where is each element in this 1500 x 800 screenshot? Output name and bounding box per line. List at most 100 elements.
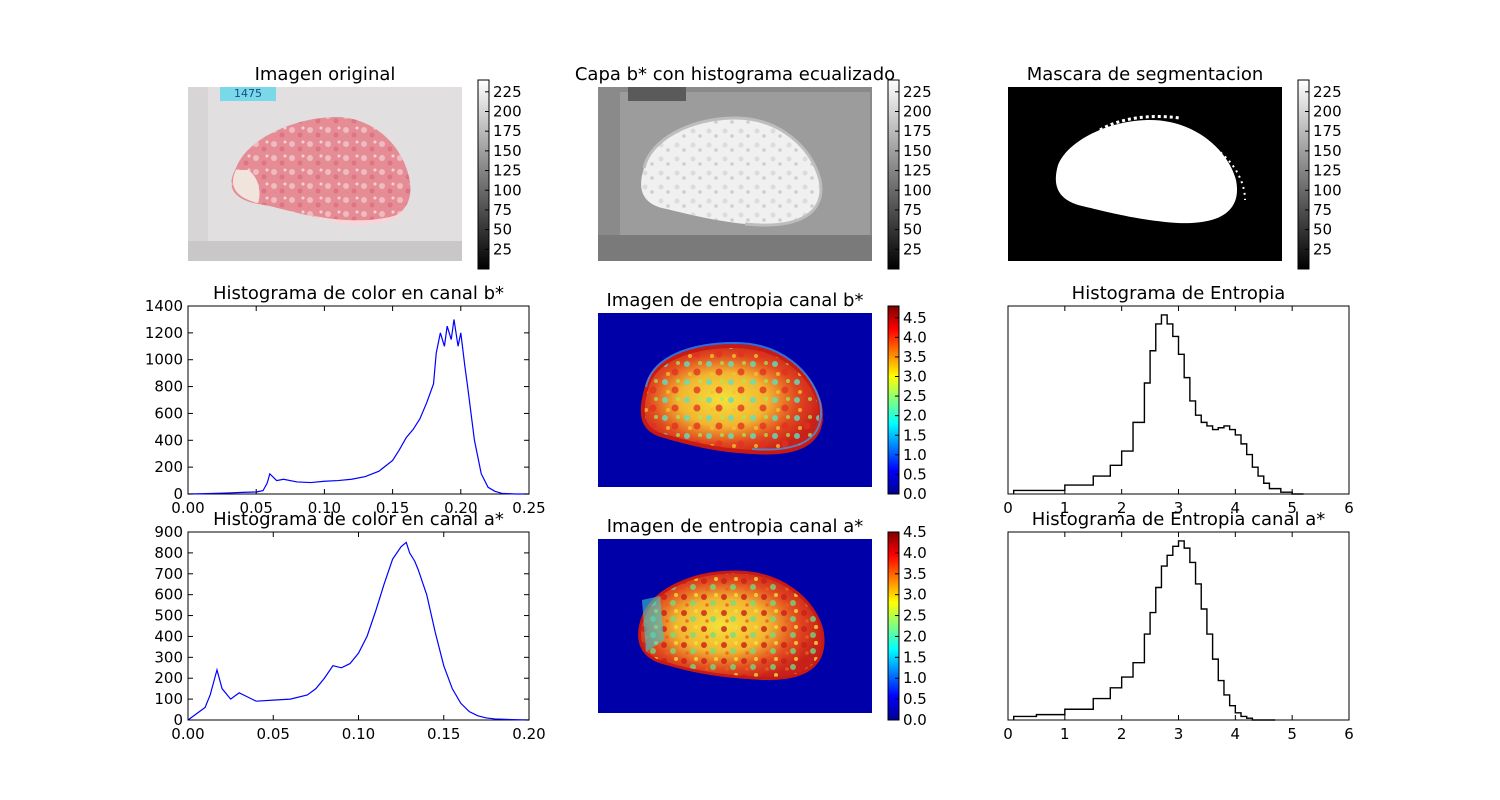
colorbar-tick-label: 125 bbox=[903, 162, 932, 180]
colorbar-tick-label: 225 bbox=[1313, 83, 1342, 101]
x-tick-label: 3 bbox=[1174, 499, 1184, 517]
colorbar-tick-label: 100 bbox=[1313, 181, 1342, 199]
colorbar-tick-label: 2.0 bbox=[903, 627, 927, 645]
x-tick-label: 0.10 bbox=[342, 725, 375, 743]
plot-frame bbox=[1007, 305, 1350, 495]
colorbar-tick-label: 0.0 bbox=[903, 711, 927, 729]
colorbar-tick-label: 175 bbox=[493, 122, 522, 140]
entropy-b-image bbox=[598, 313, 872, 487]
x-tick-label: 0.05 bbox=[239, 499, 272, 517]
colorbar-tick-label: 150 bbox=[1313, 142, 1342, 160]
colorbar-tick-label: 2.5 bbox=[903, 607, 927, 625]
x-tick-label: 3 bbox=[1174, 725, 1184, 743]
title-entropy-b: Imagen de entropia canal b* bbox=[607, 290, 864, 311]
x-tick-label: 0.10 bbox=[308, 499, 341, 517]
x-tick-label: 0.20 bbox=[444, 499, 477, 517]
y-tick-label: 0 bbox=[173, 711, 183, 729]
colorbar-tick-label: 0.5 bbox=[903, 465, 927, 483]
plot-frame bbox=[1007, 531, 1350, 721]
chart-histogram-a: Histograma de color en canal a* 0.00 0.05 0… bbox=[154, 509, 545, 743]
colorbar-tick-label: 150 bbox=[903, 142, 932, 160]
x-tick-label: 4 bbox=[1231, 499, 1241, 517]
colorbar-tick-label: 25 bbox=[1313, 240, 1332, 258]
sample-label-text: 1475 bbox=[234, 87, 262, 100]
colorbar-tick-label: 25 bbox=[493, 240, 512, 258]
y-tick-label: 0 bbox=[173, 485, 183, 503]
x-tick-label: 1 bbox=[1060, 725, 1070, 743]
colorbar-tick-label: 0.5 bbox=[903, 690, 927, 708]
colorbar-tick-label: 150 bbox=[493, 142, 522, 160]
colorbar-tick-label: 200 bbox=[1313, 103, 1342, 121]
colorbar-tick-label: 200 bbox=[493, 103, 522, 121]
sample-label-sticker bbox=[220, 87, 276, 101]
colorbar-tick-label: 125 bbox=[1313, 162, 1342, 180]
colorbar-tick-label: 100 bbox=[903, 181, 932, 199]
y-tick-label: 1400 bbox=[145, 297, 183, 315]
y-tick-label: 600 bbox=[154, 404, 183, 422]
y-tick-label: 400 bbox=[154, 431, 183, 449]
colorbar-tick-label: 2.5 bbox=[903, 387, 927, 405]
y-tick-label: 200 bbox=[154, 458, 183, 476]
x-tick-label: 2 bbox=[1117, 725, 1127, 743]
original-image: 1475 bbox=[188, 87, 462, 261]
colorbar-tick-label: 50 bbox=[493, 221, 512, 239]
x-tick-label: 5 bbox=[1287, 725, 1297, 743]
x-tick-label: 0 bbox=[1003, 499, 1013, 517]
colorbar-tick-label: 50 bbox=[1313, 221, 1332, 239]
x-tick-label: 0 bbox=[1003, 725, 1013, 743]
colorbar-tick-label: 3.0 bbox=[903, 586, 927, 604]
x-tick-label: 0.15 bbox=[427, 725, 460, 743]
chart-title: Histograma de color en canal a* bbox=[213, 509, 504, 530]
chart-entropy-hist: Histograma de Entropia 0 1 2 3 4 5 6 bbox=[1003, 283, 1354, 517]
x-tick-label: 0.15 bbox=[376, 499, 409, 517]
y-tick-label: 800 bbox=[154, 544, 183, 562]
colorbar-tick-label: 3.5 bbox=[903, 348, 927, 366]
colorbar-tick-label: 4.5 bbox=[903, 309, 927, 327]
y-tick-label: 500 bbox=[154, 607, 183, 625]
colorbar-entropy-b: 0.0 0.51.0 1.52.0 2.53.0 3.5 4.04.5 bbox=[887, 305, 927, 503]
x-tick-label: 0.00 bbox=[171, 725, 204, 743]
colorbar-tick-label: 75 bbox=[903, 201, 922, 219]
title-mask: Mascara de segmentacion bbox=[1027, 64, 1264, 85]
colorbar-tick-label: 4.0 bbox=[903, 544, 927, 562]
colorbar-tick-label: 25 bbox=[903, 240, 922, 258]
y-tick-label: 700 bbox=[154, 565, 183, 583]
colorbar-tick-label: 75 bbox=[493, 201, 512, 219]
colorbar-tick-label: 125 bbox=[493, 162, 522, 180]
colorbar-tick-label: 100 bbox=[493, 181, 522, 199]
colorbar-tick-label: 175 bbox=[1313, 122, 1342, 140]
chart-title: Histograma de Entropia bbox=[1072, 283, 1286, 304]
x-tick-label: 0.05 bbox=[257, 725, 290, 743]
colorbar-tick-label: 3.0 bbox=[903, 368, 927, 386]
x-tick-label: 5 bbox=[1287, 499, 1297, 517]
colorbar-tick-label: 3.5 bbox=[903, 565, 927, 583]
colorbar-tick-label: 50 bbox=[903, 221, 922, 239]
b-equalized-image bbox=[598, 87, 872, 261]
x-tick-label: 2 bbox=[1117, 499, 1127, 517]
title-entropy-a: Imagen de entropia canal a* bbox=[607, 516, 864, 537]
y-tick-label: 100 bbox=[154, 690, 183, 708]
colorbar-tick-label: 0.0 bbox=[903, 485, 927, 503]
x-tick-label: 6 bbox=[1344, 725, 1354, 743]
mask-image bbox=[1008, 87, 1282, 261]
y-tick-label: 200 bbox=[154, 669, 183, 687]
colorbar-tick-label: 1.0 bbox=[903, 446, 927, 464]
title-b-equalized: Capa b* con histograma ecualizado bbox=[575, 64, 895, 85]
colorbar-tick-label: 1.5 bbox=[903, 648, 927, 666]
chart-entropy-hist-a: Histograma de Entropia canal a* 0 1 2 3 4 5 6 bbox=[1003, 509, 1354, 743]
chart-histogram-b: Histograma de color en canal b* 0.00 0.05 0… bbox=[145, 283, 546, 517]
data-series bbox=[187, 541, 530, 721]
colorbar-tick-label: 200 bbox=[903, 103, 932, 121]
entropy-a-image bbox=[598, 539, 872, 713]
y-tick-label: 400 bbox=[154, 627, 183, 645]
colorbar-tick-label: 225 bbox=[493, 83, 522, 101]
y-tick-label: 800 bbox=[154, 378, 183, 396]
y-tick-label: 900 bbox=[154, 523, 183, 541]
x-tick-label: 4 bbox=[1231, 725, 1241, 743]
x-tick-label: 0.25 bbox=[512, 499, 545, 517]
y-tick-label: 300 bbox=[154, 648, 183, 666]
